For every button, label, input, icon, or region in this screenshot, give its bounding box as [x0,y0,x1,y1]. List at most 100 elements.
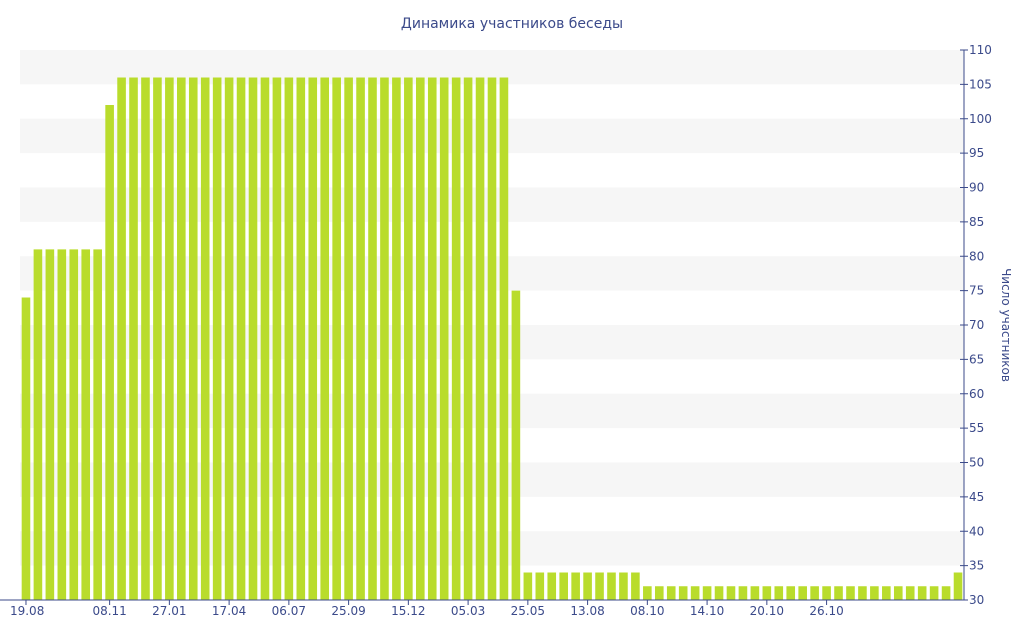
bar [702,586,712,600]
bar [117,77,126,600]
bar [882,586,891,600]
bar [643,586,652,600]
bar [511,290,521,601]
bar [129,77,138,600]
y-tick-label: 100 [969,112,992,126]
bar [105,105,114,600]
bar [917,586,927,600]
bar [595,572,604,600]
bar [21,297,31,600]
bar [905,586,915,600]
x-tick-label: 06.07 [272,604,306,618]
y-tick-label: 60 [969,387,984,401]
bar [141,77,150,600]
bar [750,586,760,600]
bar [834,586,843,600]
bar [356,77,365,600]
x-tick-label: 25.05 [511,604,545,618]
bar [392,77,401,600]
y-axis-label: Число участников [999,268,1013,382]
bar [344,77,353,600]
bar [248,77,258,600]
bar [332,77,341,600]
bar [786,586,796,600]
bar [953,572,963,600]
bar [858,586,867,600]
bar [188,77,198,600]
y-tick-label: 85 [969,215,984,229]
bar [308,77,318,600]
y-tick-label: 50 [969,456,984,470]
y-tick-label: 35 [969,559,984,573]
bar [607,572,616,600]
bar [535,572,545,600]
bar [212,77,222,600]
bar [726,586,736,600]
bar [475,77,485,600]
bar [810,586,819,600]
x-tick-label: 26.10 [809,604,843,618]
y-tick-label: 90 [969,181,984,195]
y-tick-label: 70 [969,318,984,332]
bar [547,572,557,600]
bar [236,77,246,600]
bar [762,586,772,600]
bar [571,572,580,600]
y-tick-label: 105 [969,77,992,91]
bars [21,77,963,601]
bar [260,77,270,600]
bar [404,77,413,600]
bar [33,249,43,601]
bar [678,586,688,600]
bar [57,249,67,601]
y-tick-label: 55 [969,421,984,435]
bar [690,586,700,600]
bar [619,572,628,600]
bar [320,77,330,600]
bar [463,77,473,600]
y-tick-label: 95 [969,146,984,160]
bar [380,77,389,600]
y-tick-label: 75 [969,284,984,298]
bar [846,586,855,600]
bar [451,77,461,600]
y-tick-label: 65 [969,352,984,366]
bar [523,572,533,600]
bar [559,572,568,600]
bar [200,77,210,600]
bar [499,77,509,600]
y-tick-label: 80 [969,249,984,263]
x-tick-label: 14.10 [690,604,724,618]
bar [69,249,79,601]
bar [284,77,294,600]
bar [439,77,449,600]
bar [165,77,174,600]
axes: 30 35 40 45 50 55 60 65 70 75 80 85 90 95 100 105 110 19.… [0,43,992,618]
bar [81,249,91,601]
chart-title: Динамика участников беседы [401,16,623,32]
bar [224,77,234,600]
bar [272,77,282,600]
bar [738,586,748,600]
bar [893,586,903,600]
x-tick-label: 25.09 [331,604,365,618]
bar [487,77,497,600]
bar [296,77,306,600]
y-tick-label: 45 [969,490,984,504]
bar [368,77,377,600]
x-tick-label: 05.03 [451,604,485,618]
bar [714,586,724,600]
y-tick-label: 30 [969,593,984,607]
x-tick-label: 08.11 [92,604,126,618]
y-tick-label: 40 [969,524,984,538]
bar [631,572,640,600]
bar [177,77,186,600]
x-tick-label: 19.08 [10,604,44,618]
bar [583,572,592,600]
bar [153,77,162,600]
bar [427,77,437,600]
x-tick-label: 13.08 [570,604,604,618]
bar [654,586,664,600]
